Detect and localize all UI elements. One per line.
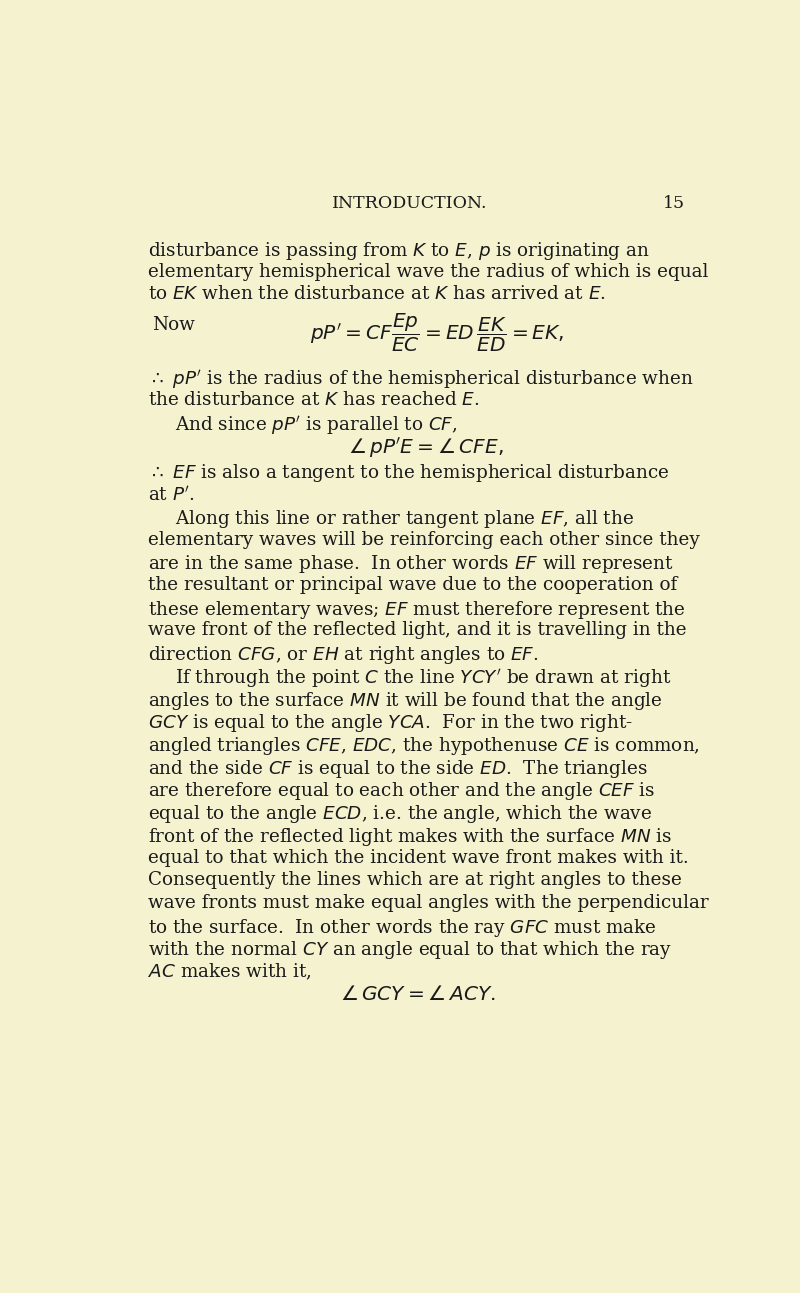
Text: angles to the surface $MN$ it will be found that the angle: angles to the surface $MN$ it will be fo… (148, 689, 662, 711)
Text: to the surface.  In other words the ray $GFC$ must make: to the surface. In other words the ray $… (148, 917, 657, 939)
Text: $\therefore$ $pP'$ is the radius of the hemispherical disturbance when: $\therefore$ $pP'$ is the radius of the … (148, 369, 694, 390)
Text: $\angle\, GCY = \angle\, ACY.$: $\angle\, GCY = \angle\, ACY.$ (340, 985, 495, 1003)
Text: elementary hemispherical wave the radius of which is equal: elementary hemispherical wave the radius… (148, 262, 709, 281)
Text: elementary waves will be reinforcing each other since they: elementary waves will be reinforcing eac… (148, 530, 700, 548)
Text: If through the point $C$ the line $YCY'$ be drawn at right: If through the point $C$ the line $YCY'$… (175, 667, 671, 689)
Text: Along this line or rather tangent plane $EF$, all the: Along this line or rather tangent plane … (175, 508, 634, 530)
Text: equal to the angle $ECD$, i.e. the angle, which the wave: equal to the angle $ECD$, i.e. the angle… (148, 803, 652, 825)
Text: are therefore equal to each other and the angle $CEF$ is: are therefore equal to each other and th… (148, 781, 655, 803)
Text: equal to that which the incident wave front makes with it.: equal to that which the incident wave fr… (148, 848, 689, 866)
Text: these elementary waves; $EF$ must therefore represent the: these elementary waves; $EF$ must theref… (148, 599, 686, 621)
Text: and the side $CF$ is equal to the side $ED$.  The triangles: and the side $CF$ is equal to the side $… (148, 758, 648, 780)
Text: the disturbance at $K$ has reached $E$.: the disturbance at $K$ has reached $E$. (148, 390, 480, 409)
Text: wave fronts must make equal angles with the perpendicular: wave fronts must make equal angles with … (148, 893, 709, 912)
Text: $pP' = CF\dfrac{Ep}{EC} = ED\,\dfrac{EK}{ED} = EK,$: $pP' = CF\dfrac{Ep}{EC} = ED\,\dfrac{EK}… (310, 312, 564, 354)
Text: at $P'$.: at $P'$. (148, 485, 194, 504)
Text: Consequently the lines which are at right angles to these: Consequently the lines which are at righ… (148, 871, 682, 890)
Text: angled triangles $CFE$, $EDC$, the hypothenuse $CE$ is common,: angled triangles $CFE$, $EDC$, the hypot… (148, 734, 700, 756)
Text: $GCY$ is equal to the angle $YCA$.  For in the two right-: $GCY$ is equal to the angle $YCA$. For i… (148, 712, 633, 734)
Text: Now: Now (152, 315, 195, 334)
Text: the resultant or principal wave due to the cooperation of: the resultant or principal wave due to t… (148, 575, 678, 593)
Text: 15: 15 (663, 195, 685, 212)
Text: $\therefore$ $EF$ is also a tangent to the hemispherical disturbance: $\therefore$ $EF$ is also a tangent to t… (148, 463, 670, 485)
Text: direction $CFG$, or $EH$ at right angles to $EF$.: direction $CFG$, or $EH$ at right angles… (148, 644, 538, 666)
Text: $AC$ makes with it,: $AC$ makes with it, (148, 962, 312, 983)
Text: disturbance is passing from $K$ to $E$, $p$ is originating an: disturbance is passing from $K$ to $E$, … (148, 240, 650, 262)
Text: And since $pP'$ is parallel to $CF$,: And since $pP'$ is parallel to $CF$, (175, 414, 458, 437)
Text: INTRODUCTION.: INTRODUCTION. (332, 195, 488, 212)
Text: front of the reflected light makes with the surface $MN$ is: front of the reflected light makes with … (148, 826, 672, 848)
Text: wave front of the reflected light, and it is travelling in the: wave front of the reflected light, and i… (148, 622, 686, 639)
Text: to $EK$ when the disturbance at $K$ has arrived at $E$.: to $EK$ when the disturbance at $K$ has … (148, 286, 606, 304)
Text: are in the same phase.  In other words $EF$ will represent: are in the same phase. In other words $E… (148, 553, 674, 575)
Text: with the normal $CY$ an angle equal to that which the ray: with the normal $CY$ an angle equal to t… (148, 940, 672, 962)
Text: $\angle\, pP'E = \angle\, CFE,$: $\angle\, pP'E = \angle\, CFE,$ (348, 436, 503, 460)
